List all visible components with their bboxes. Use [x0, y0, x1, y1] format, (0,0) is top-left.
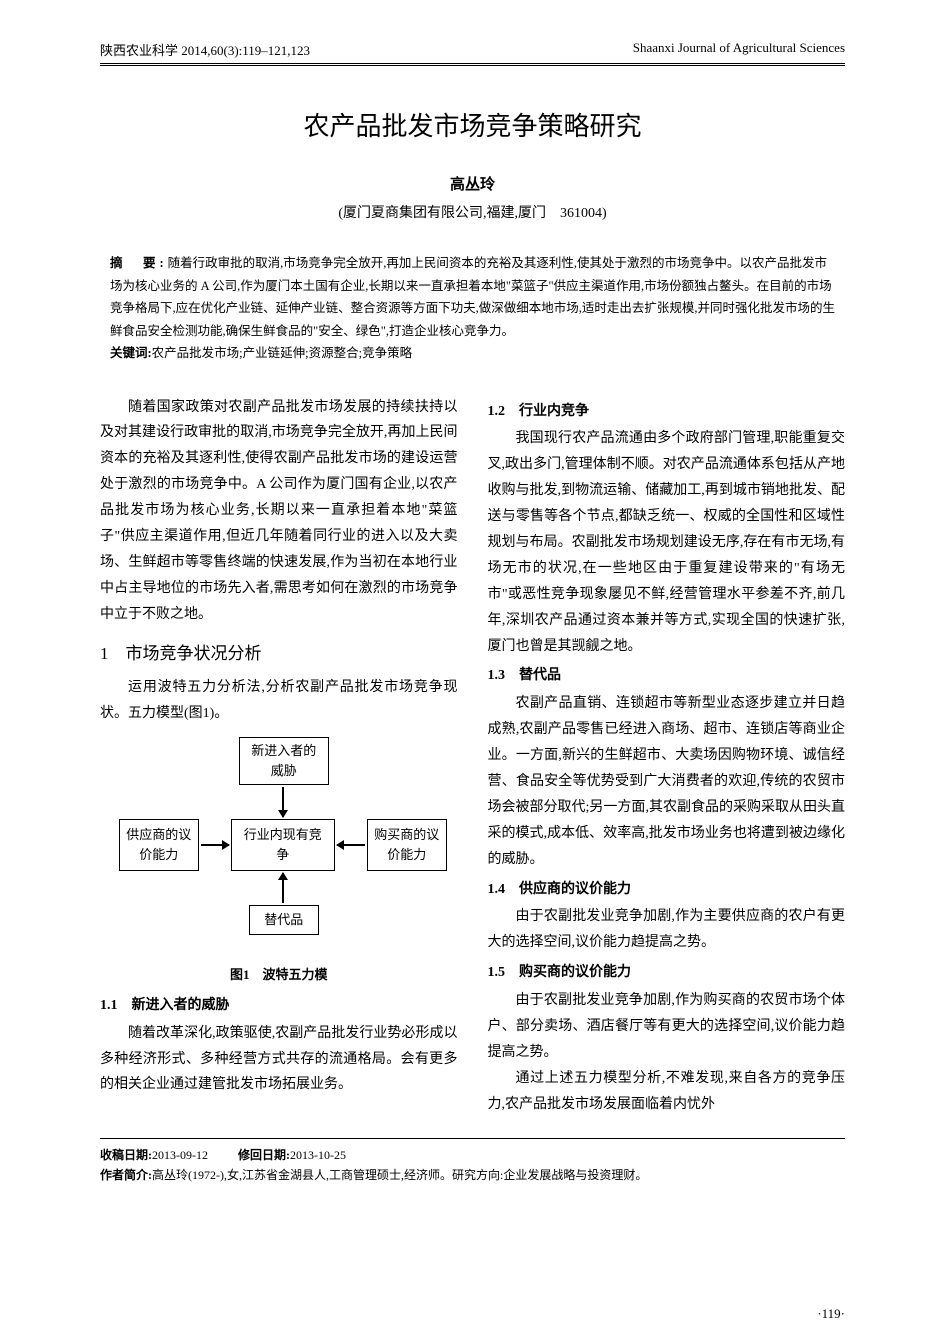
bio-text: 高丛玲(1972-),女,江苏省金湖县人,工商管理硕士,经济师。研究方向:企业发… — [152, 1168, 647, 1182]
received-date: 收稿日期:2013-09-12 — [100, 1145, 208, 1165]
right-column: 1.2 行业内竞争 我国现行农产品流通由多个政府部门管理,职能重复交叉,政出多门… — [488, 395, 846, 1118]
abstract-label: 摘 要: — [110, 256, 168, 270]
section-1-4-heading: 1.4 供应商的议价能力 — [488, 877, 846, 903]
section-1-paragraph: 运用波特五力分析法,分析农副产品批发市场竞争现状。五力模型(图1)。 — [100, 675, 458, 727]
author-name: 高丛玲 — [100, 173, 845, 194]
author-bio: 作者简介:高丛玲(1972-),女,江苏省金湖县人,工商管理硕士,经济师。研究方… — [100, 1165, 845, 1185]
footer-block: 收稿日期:2013-09-12 修回日期:2013-10-25 作者简介:高丛玲… — [100, 1138, 845, 1186]
abstract: 摘 要:随着行政审批的取消,市场竞争完全放开,再加上民间资本的充裕及其逐利性,使… — [110, 252, 835, 342]
revised-date: 修回日期:2013-10-25 — [238, 1145, 346, 1165]
section-1-1-paragraph: 随着改革深化,政策驱使,农副产品批发行业势必形成以多种经济形式、多种经营方式共存… — [100, 1021, 458, 1099]
section-1-5-paragraph-2: 通过上述五力模型分析,不难发现,来自各方的竞争压力,农产品批发市场发展面临着内忧… — [488, 1066, 846, 1118]
abstract-text: 随着行政审批的取消,市场竞争完全放开,再加上民间资本的充裕及其逐利性,使其处于激… — [110, 256, 835, 338]
article-title: 农产品批发市场竞争策略研究 — [100, 106, 845, 143]
bio-label: 作者简介: — [100, 1168, 152, 1182]
keywords: 关键词:农产品批发市场;产业链延伸;资源整合;竞争策略 — [110, 342, 835, 365]
page-number: ·119· — [817, 1306, 845, 1322]
author-affiliation: (厦门夏商集团有限公司,福建,厦门 361004) — [100, 202, 845, 222]
received-value: 2013-09-12 — [152, 1148, 208, 1162]
arrow-right-left — [337, 844, 365, 846]
figure-1-caption: 图1 波特五力模 — [100, 963, 458, 987]
diagram-node-bottom: 替代品 — [249, 905, 319, 935]
diagram-node-top: 新进入者的威胁 — [239, 737, 329, 785]
left-column: 随着国家政策对农副产品批发市场发展的持续扶持以及对其建设行政审批的取消,市场竞争… — [100, 395, 458, 1118]
diagram-node-right: 购买商的议价能力 — [367, 819, 447, 871]
revised-value: 2013-10-25 — [290, 1148, 346, 1162]
section-1-5-paragraph-1: 由于农副批发业竞争加剧,作为购买商的农贸市场个体户、部分卖场、酒店餐厅等有更大的… — [488, 988, 846, 1066]
journal-title-en: Shaanxi Journal of Agricultural Sciences — [633, 40, 845, 59]
section-1-5-heading: 1.5 购买商的议价能力 — [488, 960, 846, 986]
page-header: 陕西农业科学 2014,60(3):119–121,123 Shaanxi Jo… — [100, 40, 845, 66]
keywords-text: 农产品批发市场;产业链延伸;资源整合;竞争策略 — [152, 346, 412, 360]
section-1-2-heading: 1.2 行业内竞争 — [488, 399, 846, 425]
section-1-heading: 1 市场竞争状况分析 — [100, 638, 458, 669]
porter-five-forces-diagram: 新进入者的威胁 供应商的议价能力 行业内现有竞争 购买商的议价能力 替代品 — [119, 737, 439, 957]
section-1-1-heading: 1.1 新进入者的威胁 — [100, 993, 458, 1019]
section-1-4-paragraph: 由于农副批发业竞争加剧,作为主要供应商的农户有更大的选择空间,议价能力趋提高之势… — [488, 904, 846, 956]
section-1-2-paragraph: 我国现行农产品流通由多个政府部门管理,职能重复交叉,政出多门,管理体制不顺。对农… — [488, 426, 846, 659]
revised-label: 修回日期: — [238, 1148, 290, 1162]
received-label: 收稿日期: — [100, 1148, 152, 1162]
section-1-3-heading: 1.3 替代品 — [488, 663, 846, 689]
arrow-top-down — [282, 787, 284, 817]
arrow-bottom-up — [282, 873, 284, 903]
body-columns: 随着国家政策对农副产品批发市场发展的持续扶持以及对其建设行政审批的取消,市场竞争… — [100, 395, 845, 1118]
keywords-label: 关键词: — [110, 346, 152, 360]
diagram-node-left: 供应商的议价能力 — [119, 819, 199, 871]
section-1-3-paragraph: 农副产品直销、连锁超市等新型业态逐步建立并日趋成熟,农副产品零售已经进入商场、超… — [488, 691, 846, 872]
journal-citation: 陕西农业科学 2014,60(3):119–121,123 — [100, 40, 310, 59]
arrow-left-right — [201, 844, 229, 846]
abstract-block: 摘 要:随着行政审批的取消,市场竞争完全放开,再加上民间资本的充裕及其逐利性,使… — [100, 252, 845, 365]
intro-paragraph: 随着国家政策对农副产品批发市场发展的持续扶持以及对其建设行政审批的取消,市场竞争… — [100, 395, 458, 628]
dates-line: 收稿日期:2013-09-12 修回日期:2013-10-25 — [100, 1145, 845, 1165]
diagram-node-center: 行业内现有竞争 — [231, 819, 335, 871]
